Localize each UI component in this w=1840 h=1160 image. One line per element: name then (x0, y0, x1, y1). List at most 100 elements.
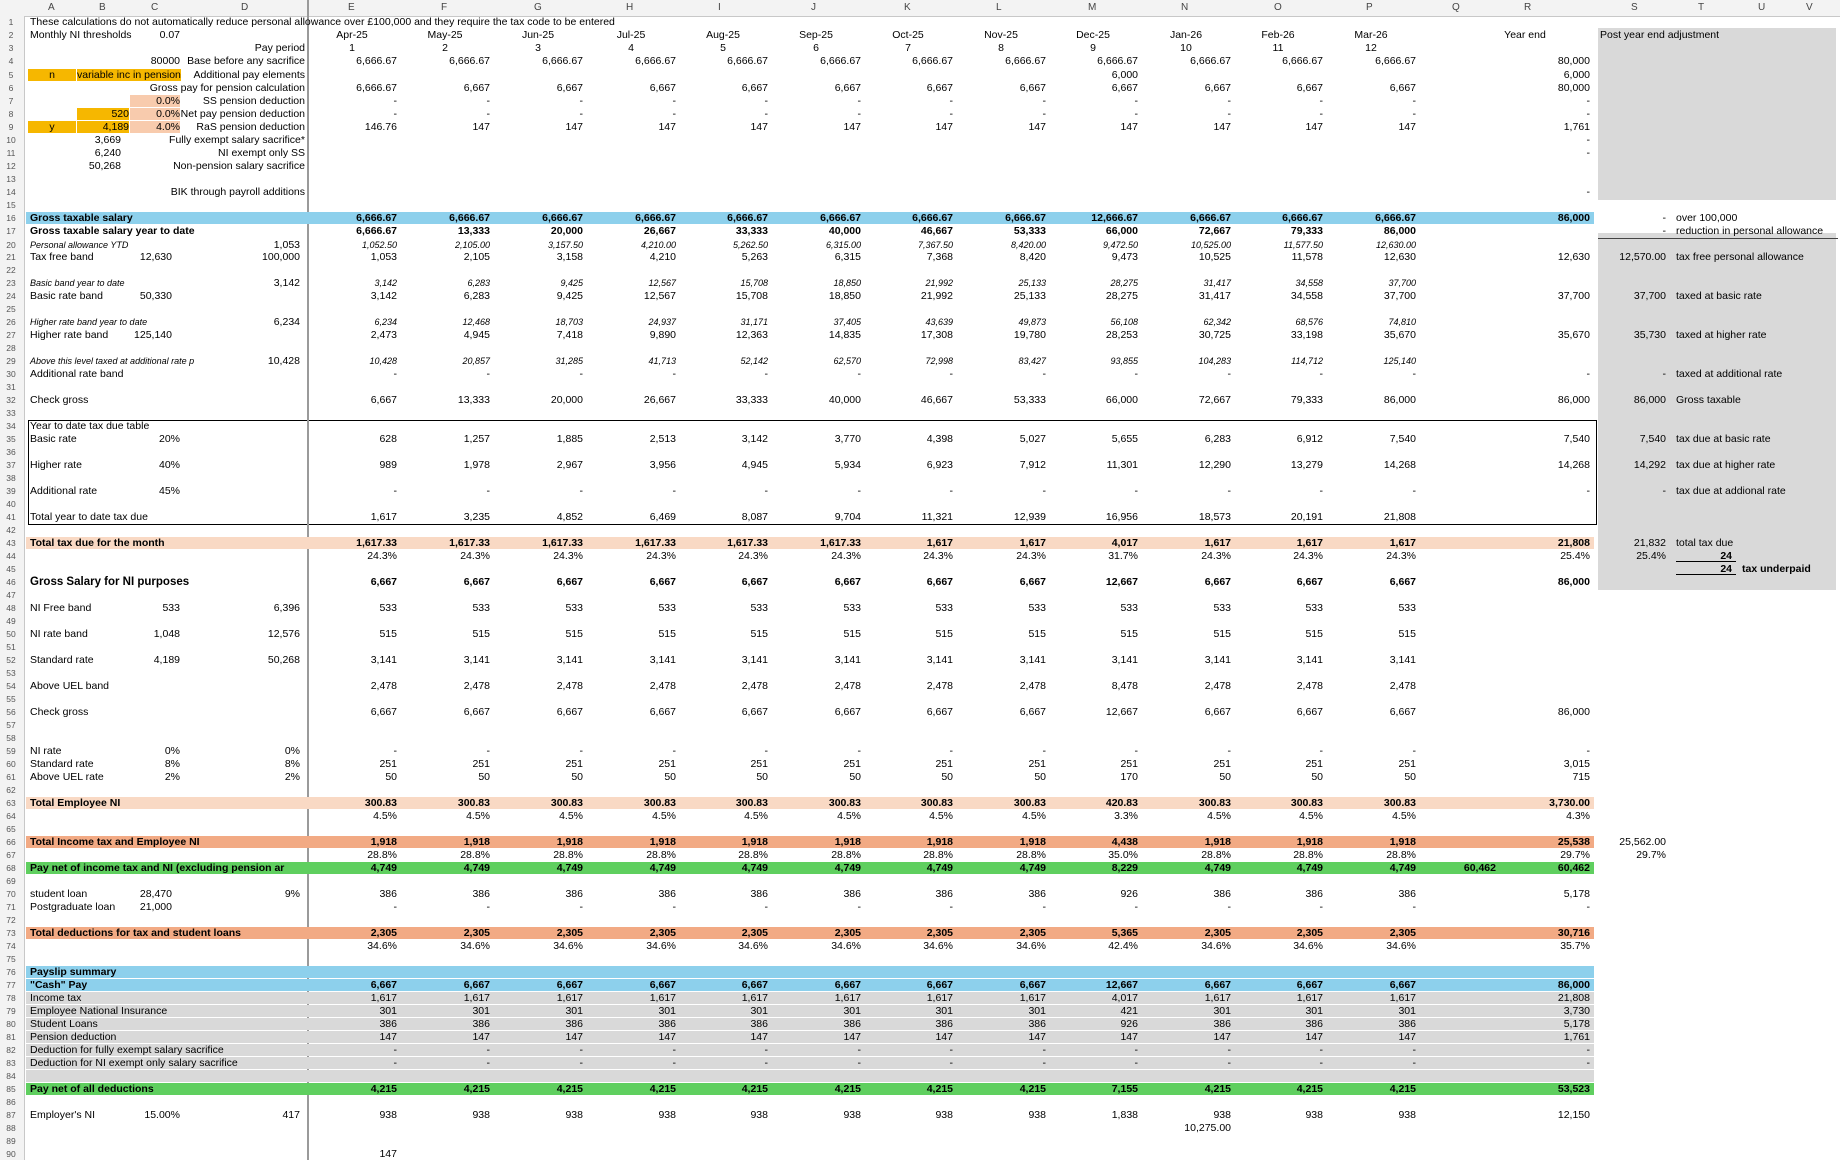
year-end-74[interactable]: 35.7% (1560, 940, 1590, 952)
cell-29-oct-25[interactable]: 72,998 (925, 356, 953, 366)
adj-s-43[interactable]: 21,832 (1633, 537, 1666, 549)
cell-8-sep-25[interactable]: - (857, 108, 862, 120)
cell-30-jun-25[interactable]: - (579, 368, 584, 380)
cell-77-jun-25[interactable]: 6,667 (556, 979, 583, 991)
cell-81-mar-26[interactable]: 147 (1398, 1031, 1416, 1043)
ras-value-input[interactable]: 4,189 (77, 121, 129, 133)
cell-4-aug-25[interactable]: 6,666.67 (727, 55, 768, 67)
cell-80-aug-25[interactable]: 386 (750, 1018, 768, 1030)
cell-37-aug-25[interactable]: 4,945 (741, 459, 768, 471)
cell-7-sep-25[interactable]: - (857, 95, 862, 107)
row-label-11[interactable]: NI exempt only SS (218, 147, 305, 159)
cell-7-jan-26[interactable]: - (1227, 95, 1232, 107)
col-d-29[interactable]: 10,428 (267, 355, 300, 367)
cell-43-jan-26[interactable]: 1,617 (1204, 537, 1231, 549)
cell-44-jan-26[interactable]: 24.3% (1201, 550, 1231, 562)
row-number[interactable]: 72 (6, 915, 16, 925)
cell-68-nov-25[interactable]: 4,749 (1019, 862, 1046, 874)
pay-period-3[interactable]: 3 (535, 42, 541, 54)
cell-29-jul-25[interactable]: 41,713 (648, 356, 676, 366)
month-header-may-25[interactable]: May-25 (427, 29, 463, 41)
year-end-85[interactable]: 53,523 (1557, 1083, 1590, 1095)
cell-59-jan-26[interactable]: - (1227, 745, 1232, 757)
cell-37-jun-25[interactable]: 2,967 (556, 459, 583, 471)
cell-81-dec-25[interactable]: 147 (1120, 1031, 1138, 1043)
year-end-71[interactable]: - (1586, 901, 1591, 913)
row-label-37[interactable]: Higher rate (30, 459, 82, 471)
row-number[interactable]: 86 (6, 1097, 16, 1107)
cell-46-nov-25[interactable]: 6,667 (1019, 576, 1046, 588)
cell-66-may-25[interactable]: 1,918 (463, 836, 490, 848)
cell-73-jan-26[interactable]: 2,305 (1204, 927, 1231, 939)
cell-32-jun-25[interactable]: 20,000 (550, 394, 583, 406)
cell-41-may-25[interactable]: 3,235 (463, 511, 490, 523)
cell-32-mar-26[interactable]: 86,000 (1383, 394, 1416, 406)
cell-32-may-25[interactable]: 13,333 (457, 394, 490, 406)
year-end-56[interactable]: 86,000 (1557, 706, 1590, 718)
cell-60-dec-25[interactable]: 251 (1120, 758, 1138, 770)
cell-9-sep-25[interactable]: 147 (843, 121, 861, 133)
row-number[interactable]: 53 (6, 668, 16, 678)
cell-23-aug-25[interactable]: 15,708 (740, 278, 768, 288)
cell-21-apr-25[interactable]: 1,053 (370, 251, 397, 263)
cell-44-aug-25[interactable]: 24.3% (738, 550, 768, 562)
cell-61-oct-25[interactable]: 50 (941, 771, 953, 783)
row-label-5[interactable]: Additional pay elements (193, 69, 306, 81)
row-number[interactable]: 34 (6, 421, 16, 431)
cell-23-apr-25[interactable]: 3,142 (374, 278, 397, 288)
row-number[interactable]: 43 (6, 538, 16, 548)
cell-48-mar-26[interactable]: 533 (1398, 602, 1416, 614)
cell-70-jan-26[interactable]: 386 (1213, 888, 1231, 900)
row-number[interactable]: 52 (6, 655, 16, 665)
month-header-jun-25[interactable]: Jun-25 (521, 29, 555, 41)
cell-60-feb-26[interactable]: 251 (1305, 758, 1323, 770)
cell-74-dec-25[interactable]: 42.4% (1108, 940, 1138, 952)
cell-21-nov-25[interactable]: 8,420 (1019, 251, 1046, 263)
cell-52-nov-25[interactable]: 3,141 (1019, 654, 1046, 666)
cell-63-feb-26[interactable]: 300.83 (1290, 797, 1323, 809)
cell-17-mar-26[interactable]: 86,000 (1383, 225, 1416, 237)
row-number[interactable]: 70 (6, 889, 16, 899)
row-label-10[interactable]: Fully exempt salary sacrifice* (169, 134, 305, 146)
cell-60-jul-25[interactable]: 251 (658, 758, 676, 770)
cell-54-mar-26[interactable]: 2,478 (1389, 680, 1416, 692)
cell-29-jun-25[interactable]: 31,285 (555, 356, 583, 366)
cell-71-nov-25[interactable]: - (1042, 901, 1047, 913)
cell-68-dec-25[interactable]: 8,229 (1111, 862, 1138, 874)
cell-83-oct-25[interactable]: - (949, 1057, 954, 1069)
col-b-24[interactable]: 50,330 (139, 290, 172, 302)
adj-t-24[interactable]: taxed at basic rate (1676, 290, 1762, 302)
year-end-27[interactable]: 35,670 (1557, 329, 1590, 341)
column-header-t[interactable]: T (1698, 2, 1705, 13)
cell-56-may-25[interactable]: 6,667 (463, 706, 490, 718)
pay-period-1[interactable]: 1 (349, 42, 355, 54)
cell-80-may-25[interactable]: 386 (472, 1018, 490, 1030)
row-number[interactable]: 30 (6, 369, 16, 379)
cell-17-jun-25[interactable]: 20,000 (550, 225, 583, 237)
cell-4-jan-26[interactable]: 6,666.67 (1190, 55, 1231, 67)
cell-26-apr-25[interactable]: 6,234 (374, 317, 397, 327)
cell-26-may-25[interactable]: 12,468 (462, 317, 490, 327)
cell-4-jul-25[interactable]: 6,666.67 (635, 55, 676, 67)
cell-6-aug-25[interactable]: 6,667 (741, 82, 768, 94)
cell-37-sep-25[interactable]: 5,934 (834, 459, 861, 471)
cell-71-jun-25[interactable]: - (579, 901, 584, 913)
cell-8-jun-25[interactable]: - (579, 108, 584, 120)
cell-46-jun-25[interactable]: 6,667 (556, 576, 583, 588)
cell-63-mar-26[interactable]: 300.83 (1383, 797, 1416, 809)
row-number[interactable]: 33 (6, 408, 16, 418)
cell-77-dec-25[interactable]: 12,667 (1105, 979, 1138, 991)
cell-26-aug-25[interactable]: 31,171 (740, 317, 768, 327)
cell-59-oct-25[interactable]: - (949, 745, 954, 757)
b11-value[interactable]: 6,240 (94, 147, 121, 159)
row-label-26[interactable]: Higher rate band year to date (30, 317, 148, 327)
cell-61-jan-26[interactable]: 50 (1219, 771, 1231, 783)
year-end-39[interactable]: - (1586, 485, 1591, 497)
cell-59-dec-25[interactable]: - (1134, 745, 1139, 757)
cell-66-aug-25[interactable]: 1,918 (741, 836, 768, 848)
cell-30-nov-25[interactable]: - (1042, 368, 1047, 380)
cell-81-oct-25[interactable]: 147 (935, 1031, 953, 1043)
cell-37-apr-25[interactable]: 989 (379, 459, 397, 471)
row-number[interactable]: 41 (6, 512, 16, 522)
row-number[interactable]: 6 (8, 83, 14, 93)
